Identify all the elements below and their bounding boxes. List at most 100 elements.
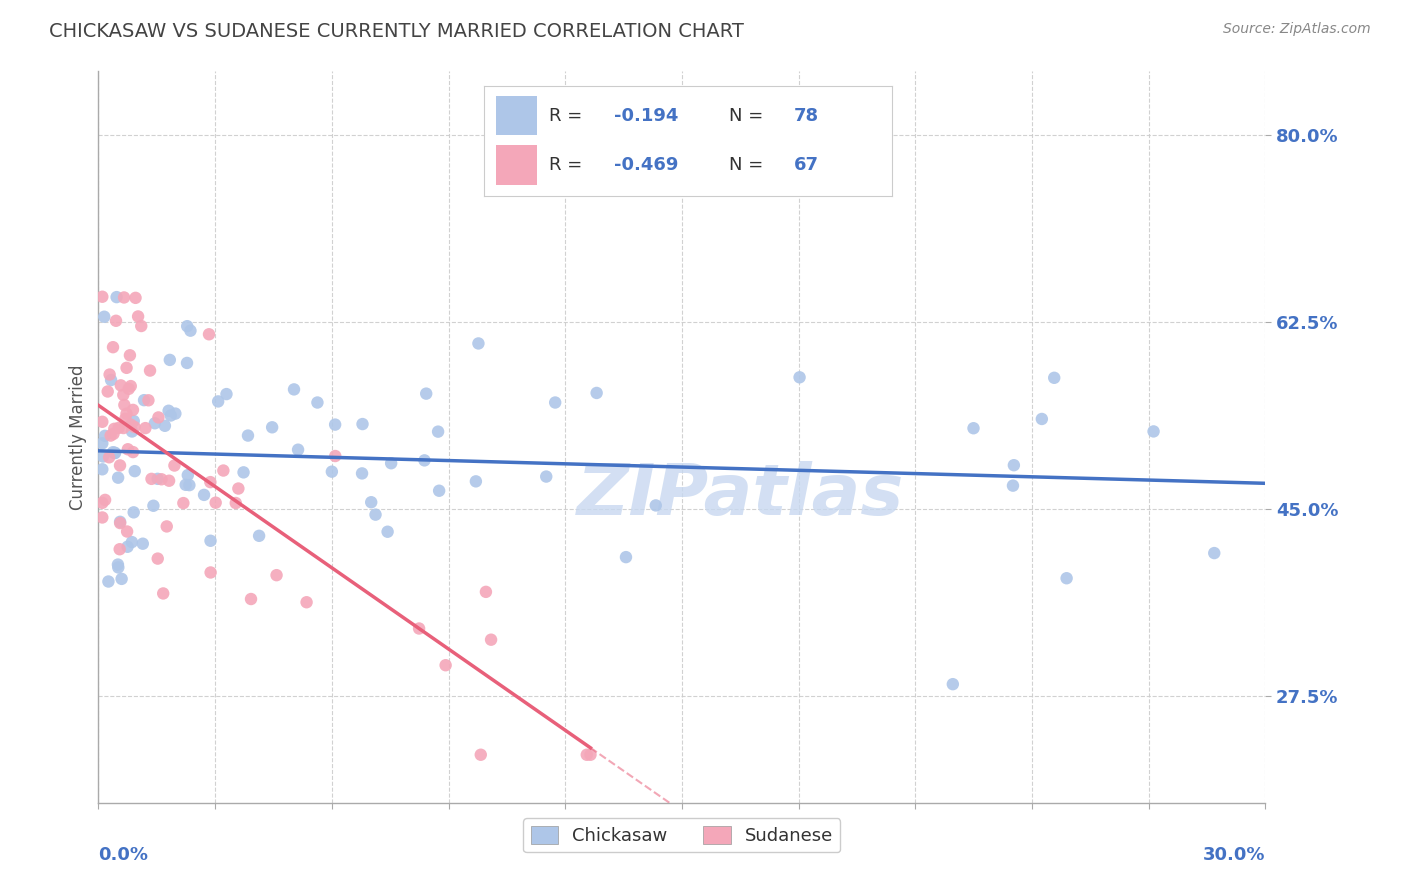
Point xyxy=(103,426,125,441)
Point xyxy=(91,496,114,510)
Point xyxy=(165,407,187,421)
Point xyxy=(942,677,965,691)
Point xyxy=(124,420,146,434)
Point xyxy=(100,373,122,387)
Point xyxy=(479,632,502,647)
Point xyxy=(287,442,309,457)
Point xyxy=(104,446,127,460)
Point xyxy=(118,382,141,396)
Point xyxy=(536,469,558,483)
Point xyxy=(544,395,567,409)
Point xyxy=(176,356,198,370)
Point xyxy=(179,324,201,338)
Point xyxy=(283,383,305,397)
Text: 30.0%: 30.0% xyxy=(1204,846,1265,863)
Point xyxy=(93,310,115,324)
Point xyxy=(1142,425,1164,439)
Point xyxy=(124,464,146,478)
Point xyxy=(122,445,145,459)
Point xyxy=(108,516,131,530)
Point xyxy=(108,542,131,557)
Point xyxy=(413,453,436,467)
Point xyxy=(321,465,343,479)
Point xyxy=(115,524,138,539)
Point xyxy=(97,574,120,589)
Point xyxy=(156,519,179,533)
Text: CHICKASAW VS SUDANESE CURRENTLY MARRIED CORRELATION CHART: CHICKASAW VS SUDANESE CURRENTLY MARRIED … xyxy=(49,22,744,41)
Point xyxy=(377,524,399,539)
Point xyxy=(179,478,201,492)
Point xyxy=(427,483,450,498)
Point xyxy=(111,572,134,586)
Point xyxy=(91,510,114,524)
Point xyxy=(198,327,221,342)
Text: ZIPatlas: ZIPatlas xyxy=(576,461,904,530)
Point xyxy=(200,566,222,580)
Point xyxy=(207,394,229,409)
Point xyxy=(121,425,143,439)
Point xyxy=(415,386,437,401)
Point xyxy=(134,421,156,435)
Point xyxy=(295,595,318,609)
Point xyxy=(132,537,155,551)
Point xyxy=(108,458,131,473)
Point xyxy=(1056,571,1078,585)
Y-axis label: Currently Married: Currently Married xyxy=(69,364,87,510)
Point xyxy=(200,533,222,548)
Point xyxy=(115,407,138,421)
Point xyxy=(98,368,121,382)
Point xyxy=(91,415,114,429)
Point xyxy=(350,467,373,481)
Text: 0.0%: 0.0% xyxy=(98,846,149,863)
Point xyxy=(193,488,215,502)
Point xyxy=(107,421,129,435)
Point xyxy=(1002,458,1025,473)
Point xyxy=(132,393,155,408)
Point xyxy=(614,550,637,565)
Point xyxy=(176,319,198,334)
Text: Source: ZipAtlas.com: Source: ZipAtlas.com xyxy=(1223,22,1371,37)
Point xyxy=(122,414,145,428)
Point xyxy=(1031,412,1053,426)
Point xyxy=(1001,478,1024,492)
Point xyxy=(112,421,135,435)
Point xyxy=(121,535,143,549)
Point xyxy=(101,340,124,354)
Point xyxy=(157,403,180,417)
Point xyxy=(575,747,598,762)
Point xyxy=(94,429,117,443)
Point xyxy=(212,464,235,478)
Point xyxy=(105,290,128,304)
Point xyxy=(141,472,163,486)
Point xyxy=(228,482,250,496)
Point xyxy=(94,492,117,507)
Point xyxy=(127,310,149,324)
Point xyxy=(138,393,160,408)
Point xyxy=(118,348,141,362)
Point xyxy=(112,388,135,402)
Point xyxy=(150,472,173,486)
Point xyxy=(408,622,430,636)
Point xyxy=(146,472,169,486)
Point xyxy=(475,585,498,599)
Point xyxy=(467,336,489,351)
Point xyxy=(152,586,174,600)
Point xyxy=(427,425,450,439)
Point xyxy=(91,462,114,476)
Point xyxy=(101,445,124,459)
Point xyxy=(962,421,984,435)
Point xyxy=(91,290,114,304)
Point xyxy=(98,450,121,465)
Point xyxy=(153,418,176,433)
Point xyxy=(97,384,120,399)
Point xyxy=(380,456,402,470)
Point xyxy=(122,403,145,417)
Point xyxy=(240,592,263,607)
Point xyxy=(464,475,486,489)
Point xyxy=(352,417,374,431)
Point xyxy=(105,314,128,328)
Point xyxy=(579,747,602,762)
Point xyxy=(114,411,136,425)
Point xyxy=(107,471,129,485)
Point xyxy=(117,540,139,554)
